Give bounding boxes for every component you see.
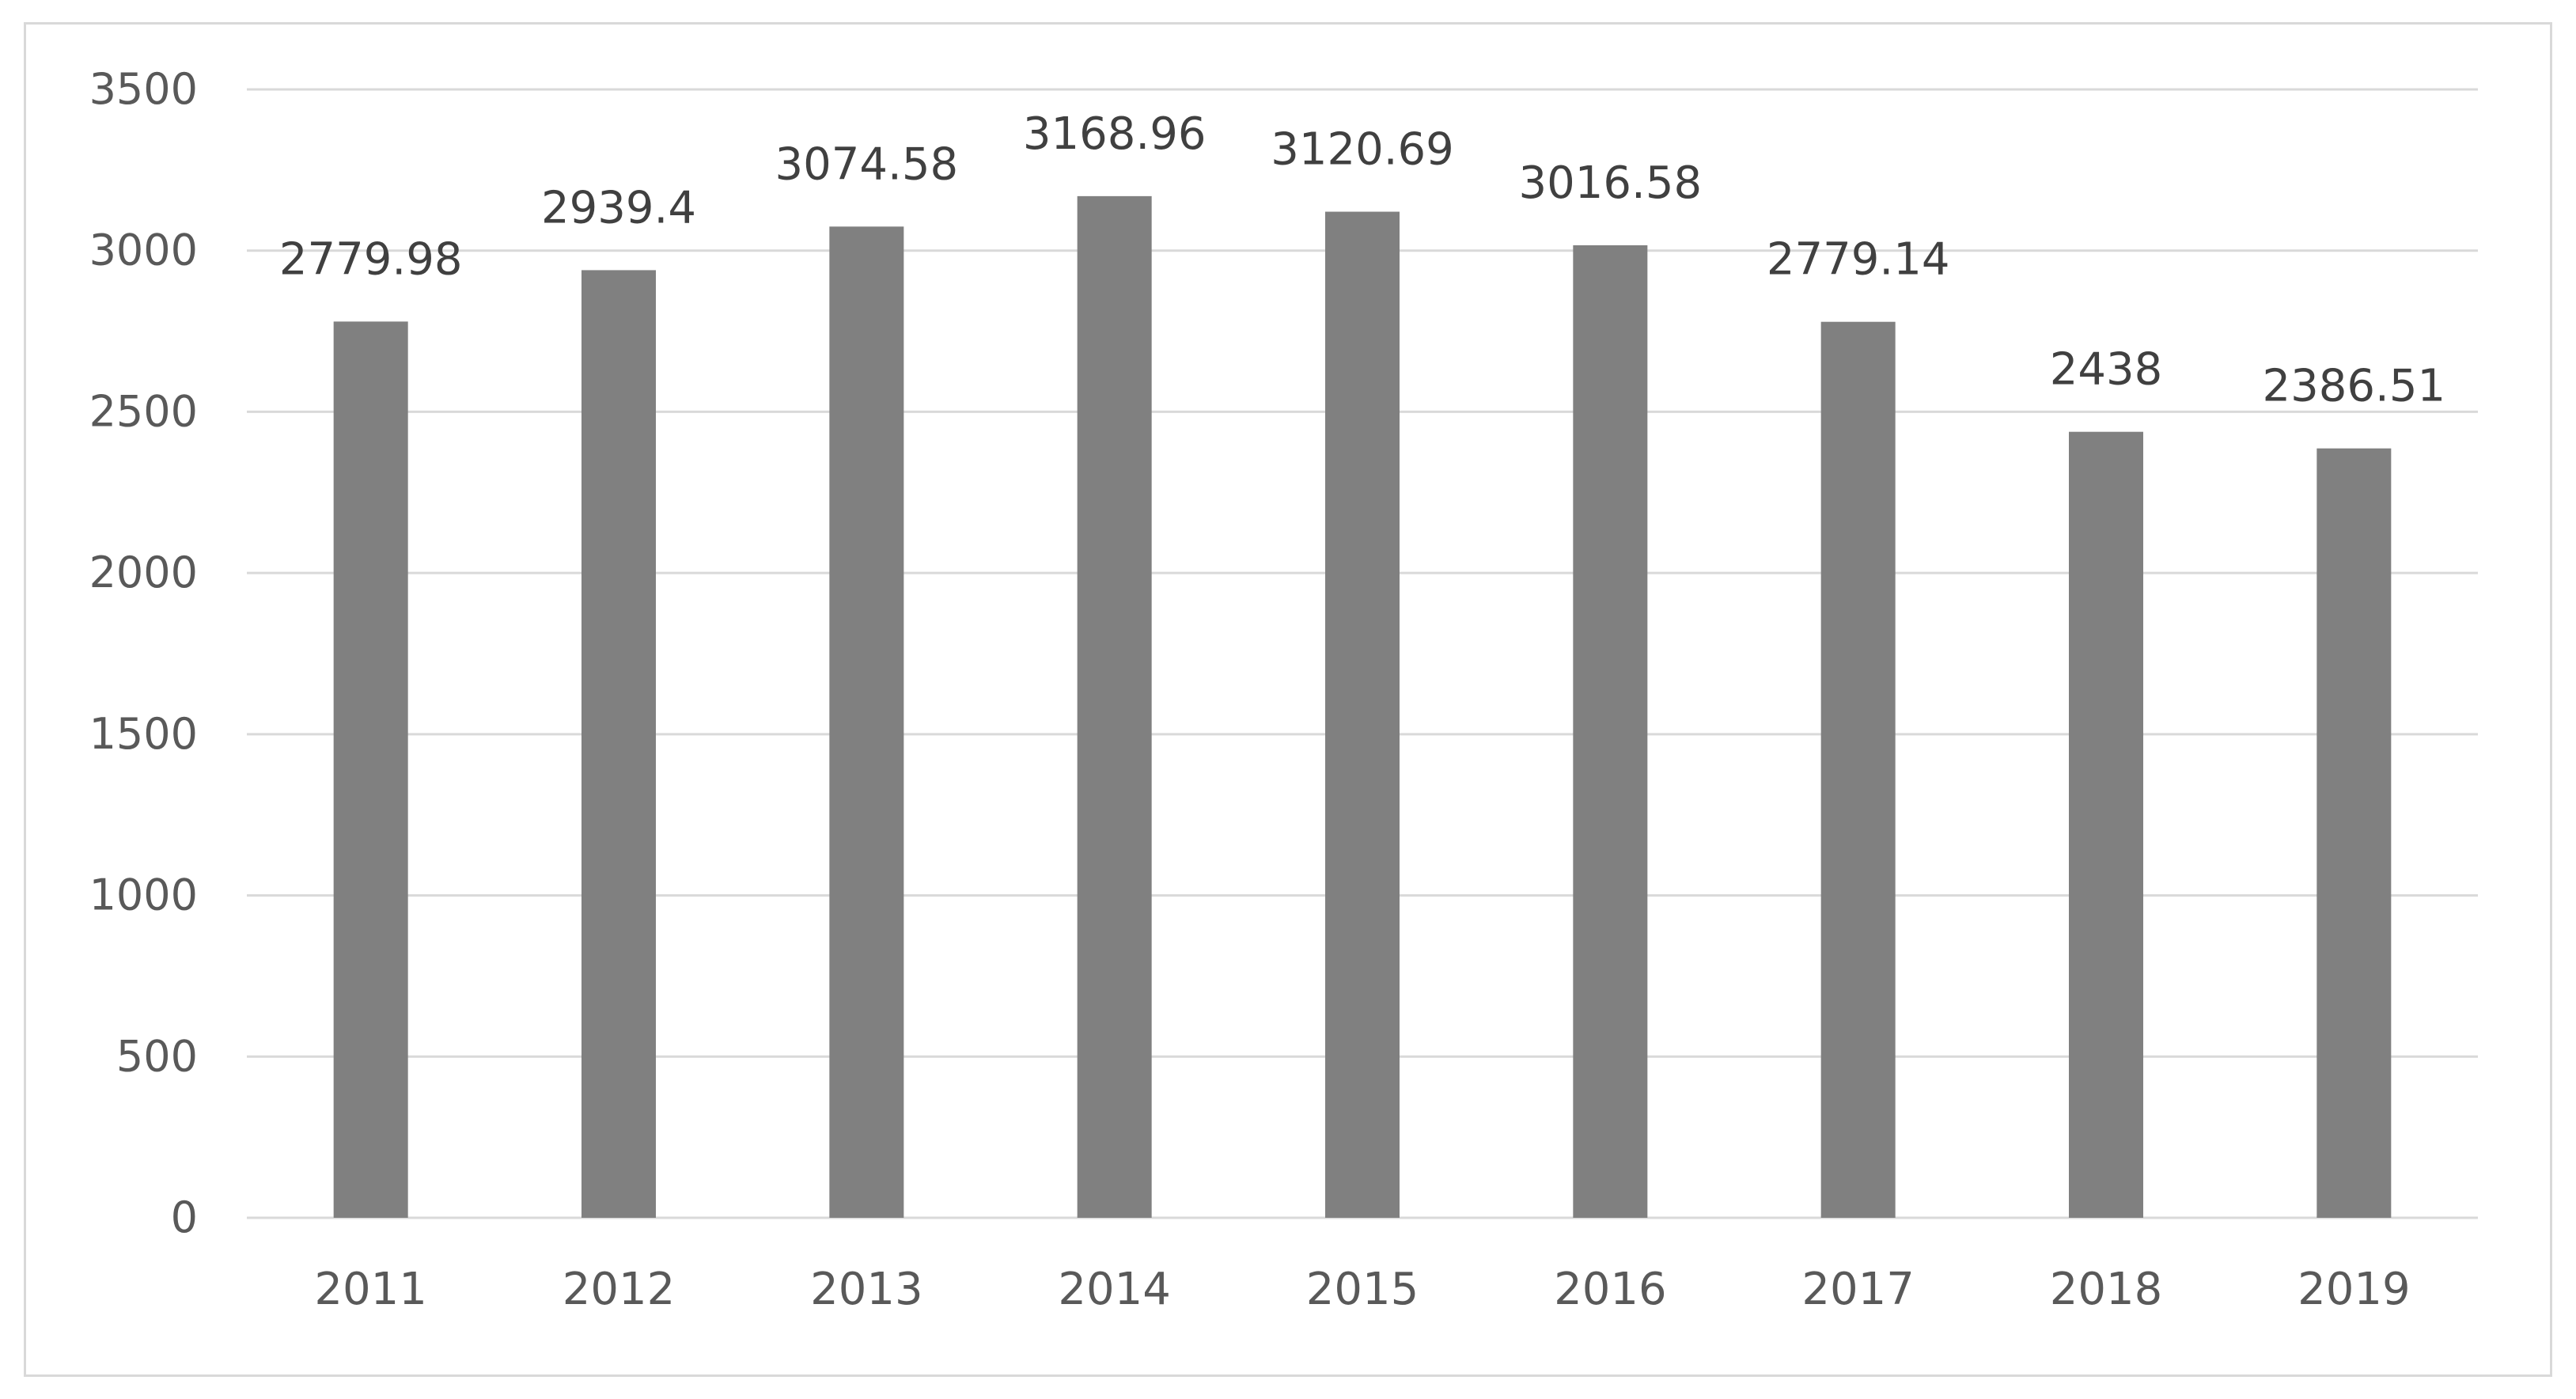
x-category-label: 2016	[1554, 1264, 1667, 1315]
data-label: 3168.96	[1023, 108, 1207, 160]
data-label: 2386.51	[2263, 361, 2446, 412]
y-tick-label: 2000	[89, 548, 198, 597]
bar-2013	[829, 226, 904, 1219]
x-category-label: 2014	[1058, 1264, 1171, 1315]
y-tick-label: 1500	[89, 709, 198, 759]
x-category-label: 2018	[2050, 1264, 2163, 1315]
x-category-label: 2017	[1801, 1264, 1915, 1315]
y-tick-label: 1000	[89, 870, 198, 920]
data-label: 2779.98	[279, 233, 463, 285]
x-category-label: 2013	[810, 1264, 923, 1315]
y-tick-label: 2500	[89, 386, 198, 436]
x-category-label: 2015	[1306, 1264, 1419, 1315]
y-axis-ticks: 0 500 1000 1500 2000 2500 3000 3500	[89, 64, 198, 1242]
bar-2012	[581, 270, 656, 1219]
y-tick-label: 3500	[89, 64, 198, 114]
data-labels: 2779.98 2939.4 3074.58 3168.96 3120.69 3016.5…	[279, 108, 2445, 412]
bars	[333, 195, 2392, 1219]
data-label: 3074.58	[775, 138, 959, 190]
data-label: 2939.4	[541, 182, 696, 233]
y-tick-label: 3000	[89, 226, 198, 275]
x-category-label: 2019	[2298, 1264, 2411, 1315]
bar-2019	[2317, 448, 2392, 1218]
x-axis-categories: 2011 2012 2013 2014 2015 2016 2017 2018 2019	[314, 1264, 2410, 1315]
x-category-label: 2012	[563, 1264, 676, 1315]
bar-2018	[2069, 431, 2143, 1218]
bar-2014	[1077, 195, 1152, 1219]
x-category-label: 2011	[314, 1264, 427, 1315]
data-label: 3016.58	[1519, 157, 1703, 209]
data-label: 3120.69	[1271, 124, 1454, 176]
bar-2015	[1325, 211, 1400, 1218]
bar-2011	[333, 321, 408, 1219]
bar-2016	[1573, 245, 1648, 1218]
data-label: 2438	[2050, 344, 2163, 396]
data-label: 2779.14	[1767, 234, 1950, 286]
y-tick-label: 0	[171, 1192, 198, 1242]
bar-2017	[1820, 321, 1896, 1218]
y-tick-label: 500	[116, 1031, 198, 1081]
